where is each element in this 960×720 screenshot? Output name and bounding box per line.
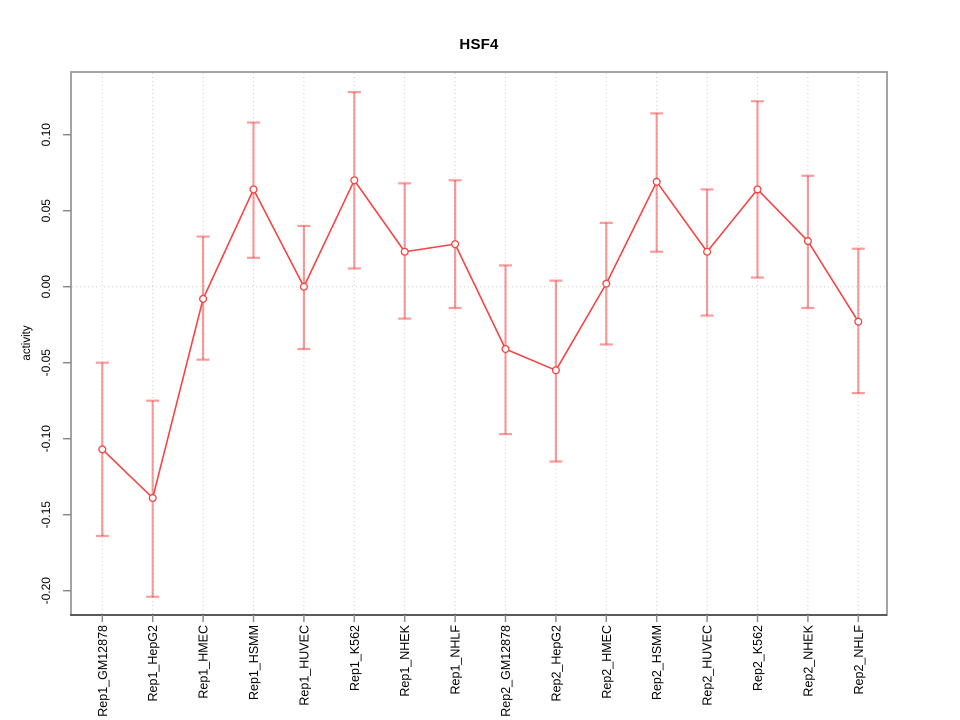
data-point bbox=[803, 237, 812, 246]
data-point bbox=[148, 493, 157, 503]
plot-border bbox=[70, 71, 888, 616]
y-tick-label: -0.20 bbox=[39, 577, 53, 605]
y-tick-label: 0.05 bbox=[39, 199, 53, 223]
data-point bbox=[602, 279, 611, 288]
data-point bbox=[652, 177, 661, 186]
data-point bbox=[551, 366, 560, 375]
x-tick-label: Rep1_HepG2 bbox=[146, 625, 160, 701]
x-tick-label: Rep2_GM12878 bbox=[499, 625, 513, 717]
data-point bbox=[753, 185, 762, 194]
x-tick-label: Rep2_HSMM bbox=[650, 625, 664, 700]
x-tick-label: Rep1_HMEC bbox=[197, 625, 211, 699]
x-tick-label: Rep1_K562 bbox=[348, 625, 362, 691]
data-point bbox=[400, 247, 409, 256]
x-tick-label: Rep2_NHLF bbox=[852, 625, 866, 695]
x-tick-label: Rep1_HUVEC bbox=[297, 625, 311, 706]
x-tick-label: Rep2_HUVEC bbox=[701, 625, 715, 706]
x-tick-label: Rep1_NHLF bbox=[449, 625, 463, 695]
data-point bbox=[703, 247, 712, 256]
y-tick-label: 0.10 bbox=[39, 123, 53, 147]
x-tick-label: Rep1_GM12878 bbox=[96, 625, 110, 717]
x-tick-label: Rep2_K562 bbox=[751, 625, 765, 691]
y-tick-label: -0.05 bbox=[39, 349, 53, 377]
data-point bbox=[350, 176, 359, 185]
x-tick-label: Rep2_HMEC bbox=[600, 625, 614, 699]
data-point bbox=[98, 445, 107, 454]
y-tick-label: 0.00 bbox=[39, 275, 53, 299]
x-tick-label: Rep1_HSMM bbox=[247, 625, 261, 700]
data-point bbox=[199, 294, 208, 303]
series-line bbox=[101, 179, 859, 499]
x-tick-label: Rep2_HepG2 bbox=[549, 625, 563, 701]
data-point bbox=[249, 185, 258, 194]
chart-title: HSF4 bbox=[459, 36, 499, 53]
x-tick-label: Rep2_NHEK bbox=[801, 624, 815, 696]
data-point bbox=[501, 344, 510, 354]
data-point bbox=[854, 317, 863, 326]
data-point bbox=[299, 282, 308, 291]
x-tick-label: Rep1_NHEK bbox=[398, 624, 412, 696]
y-tick-label: -0.15 bbox=[39, 501, 53, 529]
y-tick-label: -0.10 bbox=[39, 425, 53, 453]
data-point bbox=[451, 240, 460, 249]
